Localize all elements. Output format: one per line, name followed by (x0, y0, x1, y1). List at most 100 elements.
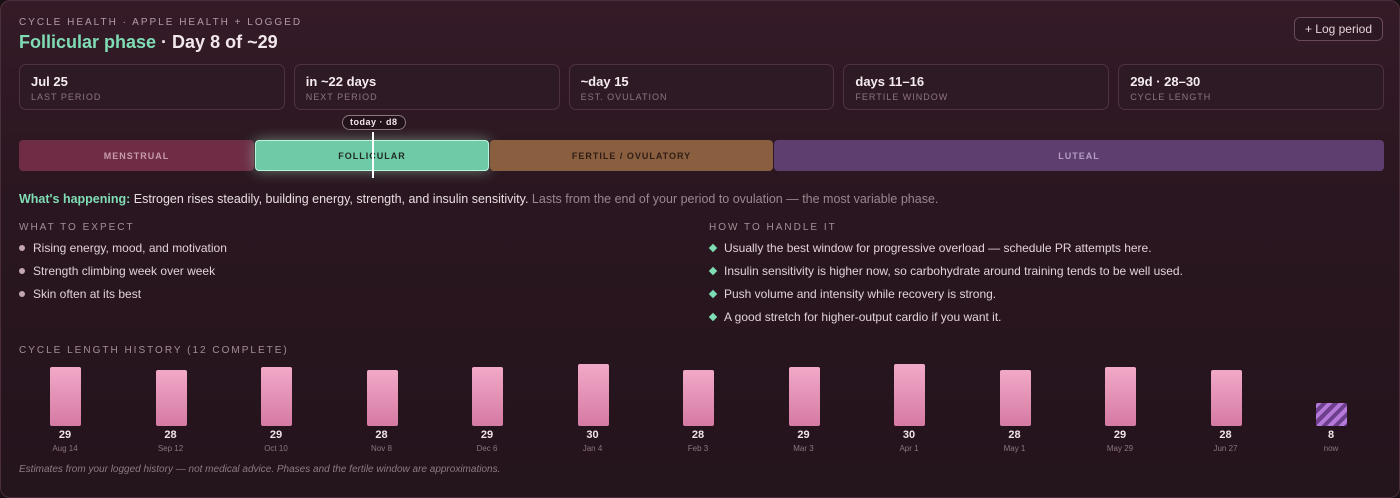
bullet-icon (19, 290, 25, 297)
history-bar-column: 29 Aug 14 (15, 361, 115, 453)
list-item: Usually the best window for progressive … (708, 236, 1183, 259)
history-bar-column: 29 Mar 3 (754, 361, 854, 453)
list-item-text: Push volume and intensity while recovery… (724, 286, 997, 301)
diamond-icon (708, 289, 718, 298)
bar-value-label: 28 (691, 429, 705, 441)
stat-label: EST. OVULATION (580, 92, 668, 102)
bar-date-label: Feb 3 (687, 444, 709, 453)
stat-label: NEXT PERIOD (305, 92, 378, 102)
history-bar[interactable] (577, 364, 609, 426)
stat-value: in ~22 days (305, 74, 377, 89)
history-bar-column: 8 now (1281, 361, 1381, 453)
bar-date-label: Aug 14 (52, 444, 78, 453)
bar-value-label: 29 (58, 429, 72, 441)
bar-date-label: Jan 4 (582, 444, 603, 453)
bar-value-label: 28 (164, 429, 177, 441)
list-item: Rising energy, mood, and motivation (19, 236, 227, 259)
bar-date-label: Sep 12 (157, 444, 184, 453)
phase-timeline: MENSTRUAL FOLLICULAR FERTILE / OVULATORY… (19, 115, 1384, 178)
list-item-text: Strength climbing week over week (33, 263, 216, 278)
bullet-icon (19, 267, 25, 274)
handle-list: Usually the best window for progressive … (708, 236, 1183, 328)
history-bar-column: 29 May 29 (1070, 361, 1170, 453)
phase-segment-luteal[interactable]: LUTEAL (774, 140, 1384, 171)
bar-value-label: 29 (797, 429, 810, 441)
stat-value: Jul 25 (31, 74, 68, 89)
list-item-text: A good stretch for higher-output cardio … (724, 309, 1002, 324)
history-bar[interactable] (50, 367, 81, 426)
history-bar[interactable] (894, 364, 925, 426)
list-item-text: Usually the best window for progressive … (724, 240, 1152, 255)
phase-segment-fertile[interactable]: FERTILE / OVULATORY (490, 140, 773, 171)
history-bar-column: 30 Apr 1 (859, 361, 959, 453)
cycle-day: · Day 8 of ~29 (156, 32, 278, 52)
history-bar[interactable] (1210, 370, 1242, 426)
stats-row: Jul 25 LAST PERIOD in ~22 days NEXT PERI… (19, 64, 1384, 110)
history-bar-column: 29 Dec 6 (437, 361, 537, 453)
today-badge: today · d8 (342, 115, 406, 130)
history-bar-column: 28 Sep 12 (121, 361, 221, 453)
bar-date-label: Dec 6 (476, 444, 498, 453)
bar-value-label: 28 (375, 429, 388, 441)
bar-date-label: Mar 3 (793, 444, 814, 453)
cycle-history-chart: 29 Aug 14 28 Sep 12 29 Oct 10 28 Nov 8 29 Dec 6 30… (15, 361, 1385, 453)
list-item: Skin often at its best (19, 282, 227, 305)
history-bar[interactable] (472, 367, 503, 426)
bar-date-label: Oct 10 (264, 444, 288, 453)
list-item: A good stretch for higher-output cardio … (708, 305, 1183, 328)
history-bar-column: 28 Nov 8 (332, 361, 432, 453)
handle-heading: HOW TO HANDLE IT (709, 222, 837, 233)
expect-list: Rising energy, mood, and motivation Stre… (19, 236, 227, 305)
list-item: Push volume and intensity while recovery… (708, 282, 1183, 305)
bar-value-label: 28 (1219, 429, 1232, 441)
history-bar[interactable] (366, 370, 398, 426)
diamond-icon (708, 243, 718, 252)
history-bar-column: 28 Jun 27 (1176, 361, 1276, 453)
log-period-button[interactable]: + Log period (1293, 17, 1383, 41)
list-item-text: Rising energy, mood, and motivation (33, 240, 227, 255)
phase-description: What's happening: Estrogen rises steadil… (19, 192, 938, 206)
history-bar-column: 29 Oct 10 (226, 361, 326, 453)
history-bar-column: 28 Feb 3 (648, 361, 748, 453)
bar-date-label: now (1323, 444, 1339, 453)
bar-value-label: 30 (902, 429, 916, 441)
diamond-icon (708, 312, 718, 321)
bar-value-label: 29 (269, 429, 283, 441)
bar-date-label: May 29 (1106, 444, 1134, 453)
list-item-text: Skin often at its best (33, 286, 142, 301)
stat-last-period: Jul 25 LAST PERIOD (19, 64, 285, 110)
page-title: Follicular phase · Day 8 of ~29 (19, 32, 278, 53)
phase-segment-menstrual[interactable]: MENSTRUAL (19, 140, 254, 171)
history-bar[interactable] (788, 367, 820, 426)
stat-ovulation: ~day 15 EST. OVULATION (568, 64, 835, 110)
history-bar[interactable] (261, 367, 292, 426)
history-bar[interactable] (999, 370, 1031, 426)
stat-cycle-length: 29d · 28–30 CYCLE LENGTH (1118, 64, 1384, 110)
disclaimer-footnote: Estimates from your logged history — not… (19, 464, 501, 475)
history-bar[interactable] (683, 370, 714, 426)
bar-date-label: Jun 27 (1213, 444, 1238, 453)
phase-description-note: Lasts from the end of your period to ovu… (528, 192, 939, 206)
stat-value: days 11–16 (855, 74, 925, 89)
card-eyebrow: CYCLE HEALTH · APPLE HEALTH + LOGGED (19, 17, 303, 28)
list-item-text: Insulin sensitivity is higher now, so ca… (724, 263, 1183, 278)
history-bar[interactable] (155, 370, 187, 426)
stat-value: ~day 15 (580, 74, 629, 89)
list-item: Strength climbing week over week (19, 259, 227, 282)
phase-description-label: What's happening: (19, 192, 131, 206)
history-bar[interactable] (1105, 367, 1136, 426)
history-bar-column: 28 May 1 (965, 361, 1065, 453)
stat-label: LAST PERIOD (31, 92, 102, 102)
bullet-icon (19, 244, 25, 251)
history-heading: CYCLE LENGTH HISTORY (12 COMPLETE) (19, 345, 289, 356)
today-marker (372, 132, 374, 178)
bar-value-label: 29 (1113, 429, 1127, 441)
stat-fertile-window: days 11–16 FERTILE WINDOW (843, 64, 1110, 110)
bar-date-label: Apr 1 (899, 444, 919, 453)
history-bar-column: 30 Jan 4 (543, 361, 643, 453)
current-cycle-bar[interactable] (1316, 403, 1347, 426)
expect-heading: WHAT TO EXPECT (19, 222, 135, 233)
stat-value: 29d · 28–30 (1130, 74, 1201, 89)
list-item: Insulin sensitivity is higher now, so ca… (708, 259, 1183, 282)
